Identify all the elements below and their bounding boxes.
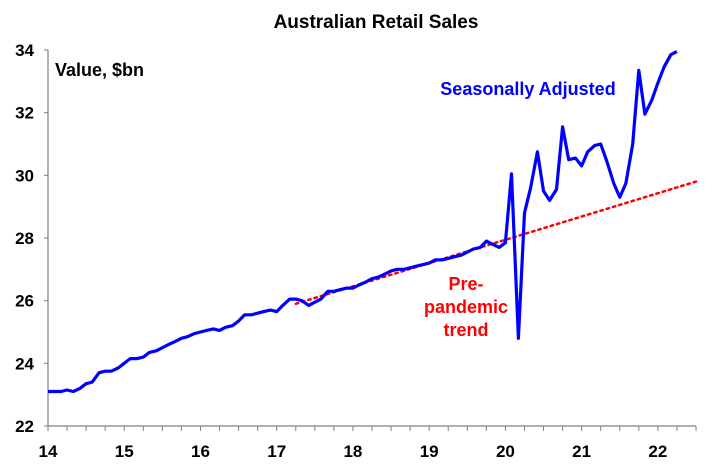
y-tick-label: 26: [15, 292, 34, 311]
y-tick-labels: 22 24 26 28 30 32 34: [15, 41, 34, 436]
y-tick-label: 24: [15, 354, 34, 373]
x-tick-label: 20: [496, 442, 515, 461]
series-line-pre-pandemic-trend: [294, 180, 698, 306]
annotation-trend-line3: trend: [444, 320, 489, 340]
x-tick-label: 19: [420, 442, 439, 461]
y-tick-label: 28: [15, 229, 34, 248]
x-tick-label: 14: [39, 442, 58, 461]
y-axis-label: Value, $bn: [55, 60, 144, 80]
chart-title: Australian Retail Sales: [274, 12, 479, 33]
y-tick-label: 34: [15, 41, 34, 60]
annotation-seasonally-adjusted: Seasonally Adjusted: [440, 79, 615, 99]
y-tick-marks: [44, 49, 48, 427]
y-tick-label: 32: [15, 104, 34, 123]
x-tick-label: 22: [648, 442, 667, 461]
x-tick-label: 15: [115, 442, 134, 461]
annotation-trend-line2: pandemic: [424, 297, 508, 317]
x-tick-labels: 14 15 16 17 18 19 20 21 22: [39, 442, 668, 461]
x-tick-label: 18: [343, 442, 362, 461]
x-tick-marks: [47, 426, 697, 431]
x-tick-label: 17: [267, 442, 286, 461]
y-tick-label: 30: [15, 166, 34, 185]
x-tick-label: 16: [191, 442, 210, 461]
x-tick-label: 21: [572, 442, 591, 461]
annotation-trend-line1: Pre-: [448, 274, 483, 294]
series-line-seasonally-adjusted: [48, 50, 678, 394]
y-tick-label: 22: [15, 417, 34, 436]
